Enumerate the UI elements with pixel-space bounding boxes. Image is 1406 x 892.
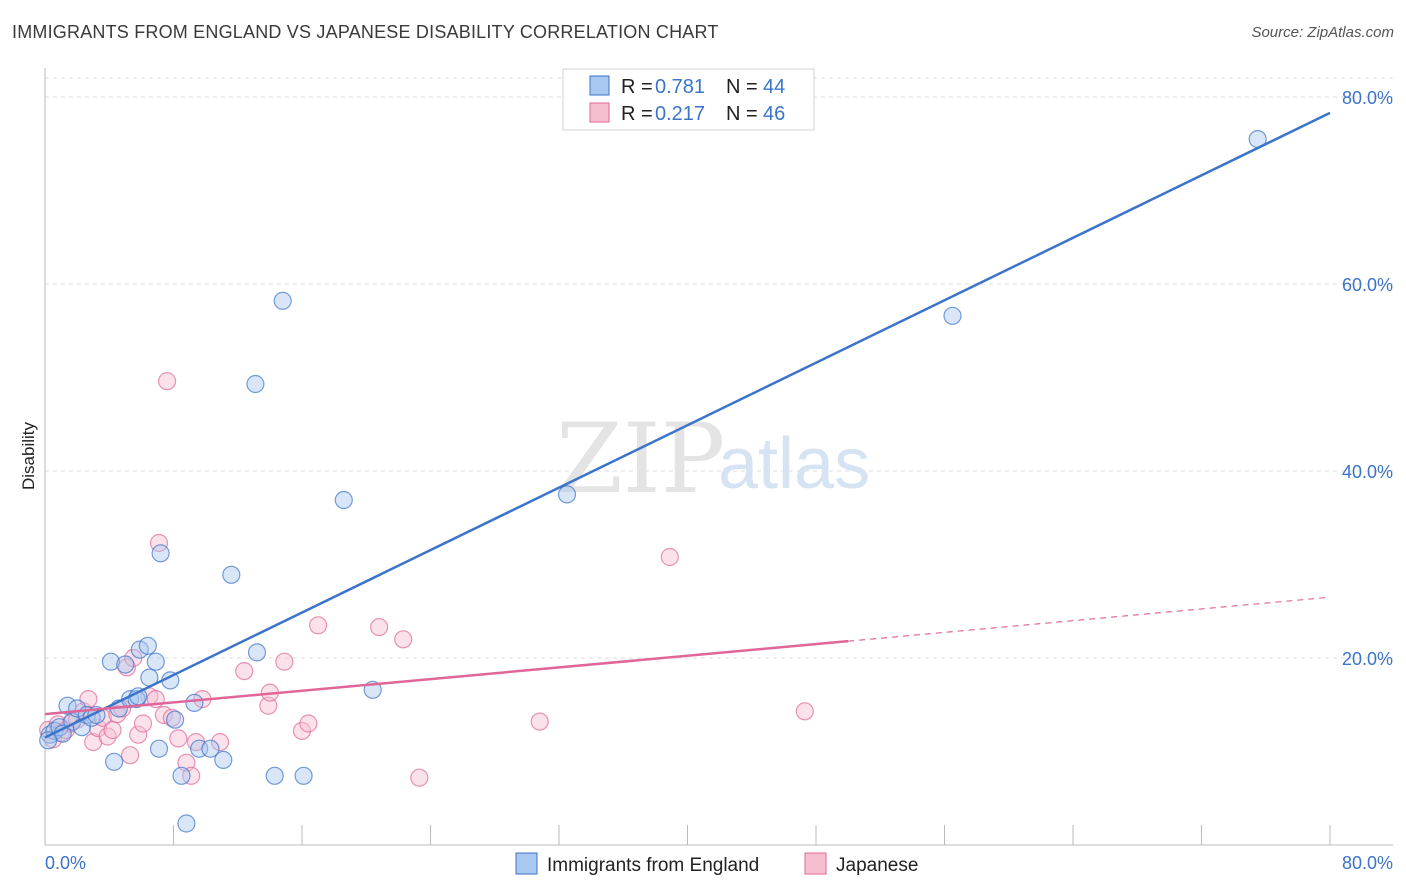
trend-extension-japanese [848,596,1331,642]
scatter-points [39,130,1267,833]
point-england-21 [146,652,165,671]
point-japanese-19 [129,725,148,744]
point-england-12 [104,752,124,771]
point-england-25 [166,710,185,729]
trend-line-england [44,111,1331,739]
chart-title: IMMIGRANTS FROM ENGLAND VS JAPANESE DISA… [12,22,719,42]
bottom-legend: Immigrants from England Japanese [515,852,918,876]
point-japanese-34 [259,696,278,715]
point-england-43 [39,731,58,750]
point-england-37 [294,766,313,785]
legend-r-label-1: R = [621,76,653,98]
bottom-legend-label-japanese: Japanese [836,855,918,876]
legend-n-label-2: N = [726,103,758,125]
point-england-30 [201,739,220,758]
point-japanese-43 [530,712,549,731]
legend-box: R = 0.781 N = 44 R = 0.217 N = 46 [562,68,815,131]
bottom-legend-label-england: Immigrants from England [547,855,759,876]
watermark-atlas: atlas [718,424,870,504]
legend-swatch-england [589,75,610,96]
point-england-27 [177,814,196,833]
trend-lines [44,111,1331,739]
point-japanese-29 [182,766,201,785]
point-england-41 [943,306,962,325]
point-japanese-27 [169,729,188,748]
point-england-26 [172,766,191,785]
point-england-31 [214,750,233,770]
legend-n-label-1: N = [726,76,758,98]
legend-r-value-2: 0.217 [655,103,705,125]
point-japanese-42 [410,768,429,787]
legend-n-value-1: 44 [763,76,785,98]
point-japanese-16 [117,658,137,677]
point-england-40 [557,485,577,504]
point-japanese-33 [235,661,254,681]
y-tick-label-20: 20.0% [1342,649,1393,669]
point-japanese-20 [133,714,153,733]
point-england-28 [185,693,204,713]
point-england-32 [222,565,241,584]
point-japanese-45 [795,702,814,721]
point-japanese-41 [394,630,413,649]
point-england-22 [149,739,169,758]
point-england-23 [151,544,170,563]
point-england-35 [265,766,284,785]
point-japanese-44 [660,547,679,567]
point-japanese-26 [162,708,181,727]
bottom-legend-swatch-england [515,852,538,875]
point-japanese-36 [275,652,294,671]
point-japanese-39 [309,616,328,635]
point-england-38 [334,490,353,510]
x-tick-label-min: 0.0% [45,853,86,873]
y-tick-label-40: 40.0% [1342,462,1393,482]
legend-r-label-2: R = [621,103,653,125]
legend-swatch-japanese [589,102,610,123]
bottom-legend-swatch-japanese [804,852,827,875]
point-england-34 [247,643,267,662]
point-japanese-38 [299,714,318,733]
point-japanese-32 [211,732,230,752]
axes [44,68,1393,846]
point-england-19 [138,636,157,655]
point-japanese-13 [103,720,122,740]
point-england-14 [116,655,135,674]
point-japanese-25 [158,372,177,391]
point-england-36 [273,291,292,310]
point-england-33 [246,374,265,394]
x-tick-label-max: 80.0% [1342,853,1393,873]
legend-r-value-1: 0.781 [655,76,705,98]
tick-labels: 20.0% 40.0% 60.0% 80.0% 0.0% 80.0% [45,88,1393,873]
point-japanese-17 [121,746,140,765]
legend-n-value-2: 46 [763,103,785,125]
y-axis-title: Disability [19,421,38,490]
y-tick-label-60: 60.0% [1342,275,1393,295]
watermark: ZIP atlas [556,403,870,515]
source-credit: Source: ZipAtlas.com [1251,24,1394,41]
trend-line-japanese [44,639,849,716]
point-england-11 [101,652,121,671]
grid-lines [45,77,1393,659]
point-japanese-37 [292,721,312,741]
y-tick-label-80: 80.0% [1342,88,1393,108]
point-japanese-40 [370,617,389,637]
